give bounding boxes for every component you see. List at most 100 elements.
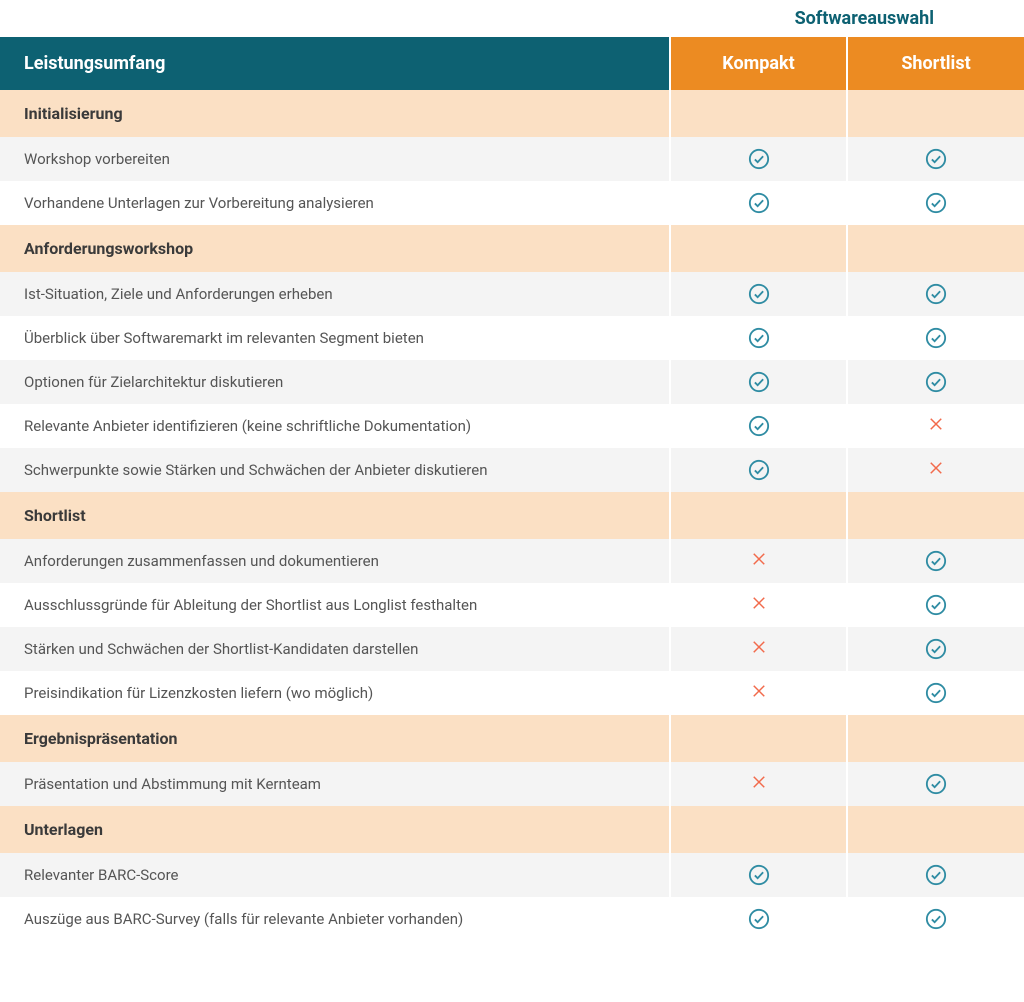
check-icon — [925, 594, 947, 616]
check-icon — [925, 148, 947, 170]
check-icon — [748, 192, 770, 214]
row-label: Optionen für Zielarchitektur diskutieren — [0, 360, 670, 404]
section-row: Shortlist — [0, 492, 1024, 539]
section-empty — [670, 225, 847, 272]
row-label: Ist-Situation, Ziele und Anforderungen e… — [0, 272, 670, 316]
row-label: Relevante Anbieter identifizieren (keine… — [0, 404, 670, 448]
section-row: Initialisierung — [0, 90, 1024, 137]
row-mark — [847, 272, 1024, 316]
table-row: Relevanter BARC-Score — [0, 853, 1024, 897]
table-row: Auszüge aus BARC-Survey (falls für relev… — [0, 897, 1024, 941]
header-feature: Leistungsumfang — [0, 37, 670, 90]
check-icon — [925, 327, 947, 349]
table-row: Präsentation und Abstimmung mit Kernteam — [0, 762, 1024, 806]
check-icon — [925, 864, 947, 886]
check-icon — [748, 148, 770, 170]
row-mark — [847, 671, 1024, 715]
row-mark — [847, 853, 1024, 897]
section-empty — [847, 806, 1024, 853]
row-mark — [670, 627, 847, 671]
section-title: Anforderungsworkshop — [0, 225, 670, 272]
table-row: Workshop vorbereiten — [0, 137, 1024, 181]
check-icon — [748, 327, 770, 349]
table-row: Stärken und Schwächen der Shortlist-Kand… — [0, 627, 1024, 671]
row-mark — [670, 897, 847, 941]
row-label: Anforderungen zusammenfassen und dokumen… — [0, 539, 670, 583]
cross-icon — [925, 415, 947, 437]
row-mark — [847, 627, 1024, 671]
table-row: Anforderungen zusammenfassen und dokumen… — [0, 539, 1024, 583]
section-row: Ergebnispräsentation — [0, 715, 1024, 762]
row-mark — [670, 316, 847, 360]
section-empty — [847, 715, 1024, 762]
header-plan-0: Kompakt — [670, 37, 847, 90]
section-empty — [847, 492, 1024, 539]
row-mark — [670, 181, 847, 225]
section-empty — [670, 715, 847, 762]
check-icon — [925, 192, 947, 214]
row-mark — [847, 762, 1024, 806]
table-row: Überblick über Softwaremarkt im relevant… — [0, 316, 1024, 360]
section-empty — [670, 806, 847, 853]
table-row: Ausschlussgründe für Ableitung der Short… — [0, 583, 1024, 627]
section-empty — [847, 90, 1024, 137]
row-mark — [670, 583, 847, 627]
row-mark — [670, 137, 847, 181]
table-row: Ist-Situation, Ziele und Anforderungen e… — [0, 272, 1024, 316]
table-row: Relevante Anbieter identifizieren (keine… — [0, 404, 1024, 448]
row-mark — [670, 539, 847, 583]
row-mark — [847, 181, 1024, 225]
row-mark — [847, 448, 1024, 492]
row-label: Workshop vorbereiten — [0, 137, 670, 181]
row-label: Preisindikation für Lizenzkosten liefern… — [0, 671, 670, 715]
check-icon — [925, 908, 947, 930]
super-header: Softwareauswahl — [0, 0, 1024, 37]
section-title: Shortlist — [0, 492, 670, 539]
check-icon — [748, 283, 770, 305]
row-label: Überblick über Softwaremarkt im relevant… — [0, 316, 670, 360]
table-row: Optionen für Zielarchitektur diskutieren — [0, 360, 1024, 404]
row-mark — [670, 448, 847, 492]
row-label: Stärken und Schwächen der Shortlist-Kand… — [0, 627, 670, 671]
check-icon — [748, 908, 770, 930]
row-mark — [847, 897, 1024, 941]
row-label: Ausschlussgründe für Ableitung der Short… — [0, 583, 670, 627]
check-icon — [925, 550, 947, 572]
check-icon — [748, 864, 770, 886]
table-body: Initialisierung Workshop vorbereitenVorh… — [0, 90, 1024, 941]
row-mark — [670, 671, 847, 715]
row-label: Auszüge aus BARC-Survey (falls für relev… — [0, 897, 670, 941]
section-title: Ergebnispräsentation — [0, 715, 670, 762]
row-mark — [847, 539, 1024, 583]
check-icon — [748, 459, 770, 481]
row-label: Schwerpunkte sowie Stärken und Schwächen… — [0, 448, 670, 492]
row-label: Relevanter BARC-Score — [0, 853, 670, 897]
check-icon — [925, 638, 947, 660]
section-title: Unterlagen — [0, 806, 670, 853]
check-icon — [925, 283, 947, 305]
row-label: Präsentation und Abstimmung mit Kernteam — [0, 762, 670, 806]
section-row: Anforderungsworkshop — [0, 225, 1024, 272]
comparison-table: Leistungsumfang Kompakt Shortlist Initia… — [0, 37, 1024, 941]
row-label: Vorhandene Unterlagen zur Vorbereitung a… — [0, 181, 670, 225]
section-title: Initialisierung — [0, 90, 670, 137]
check-icon — [925, 371, 947, 393]
cross-icon — [748, 773, 770, 795]
row-mark — [670, 853, 847, 897]
row-mark — [670, 360, 847, 404]
section-empty — [670, 90, 847, 137]
row-mark — [847, 137, 1024, 181]
row-mark — [670, 762, 847, 806]
check-icon — [925, 773, 947, 795]
check-icon — [748, 371, 770, 393]
row-mark — [847, 404, 1024, 448]
row-mark — [670, 272, 847, 316]
check-icon — [748, 415, 770, 437]
row-mark — [847, 360, 1024, 404]
table-header-row: Leistungsumfang Kompakt Shortlist — [0, 37, 1024, 90]
section-empty — [670, 492, 847, 539]
cross-icon — [748, 638, 770, 660]
section-row: Unterlagen — [0, 806, 1024, 853]
check-icon — [925, 682, 947, 704]
row-mark — [670, 404, 847, 448]
